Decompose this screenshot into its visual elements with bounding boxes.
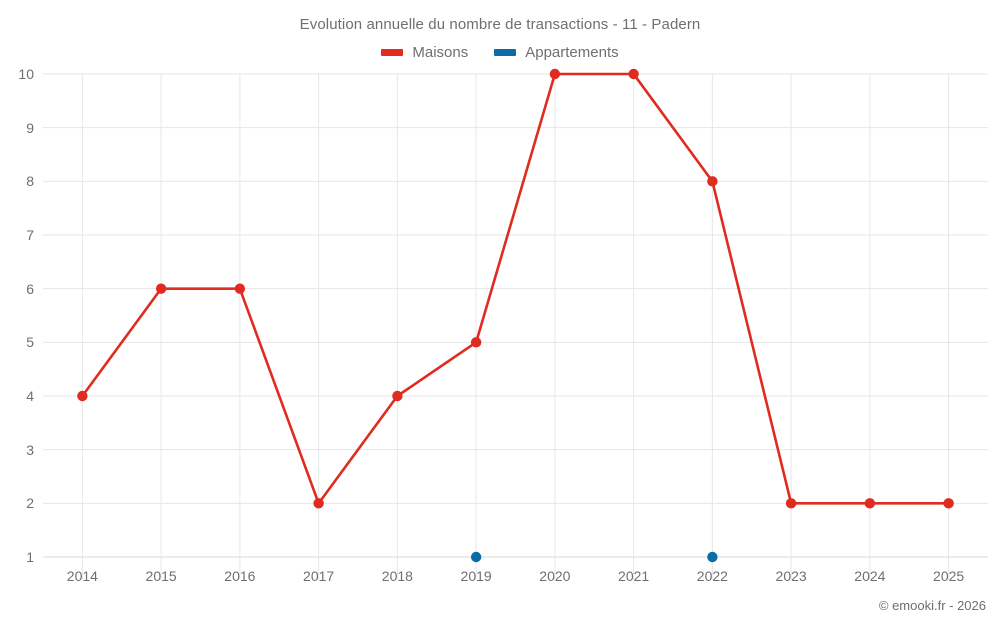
x-tick-label: 2020 (539, 568, 571, 584)
data-point-maisons[interactable] (628, 68, 639, 80)
legend-label-appartements: Appartements (525, 44, 619, 61)
data-point-maisons[interactable] (785, 498, 797, 509)
data-point-maisons[interactable] (234, 283, 246, 294)
data-series-layer (77, 68, 954, 563)
data-point-maisons[interactable] (313, 498, 324, 509)
x-tick-label: 2017 (303, 568, 335, 584)
legend-item-maisons[interactable]: Maisons (381, 44, 468, 61)
y-tick-label: 10 (18, 66, 34, 82)
y-tick-label: 3 (26, 441, 34, 458)
y-tick-label: 5 (26, 334, 34, 351)
x-tick-label: 2015 (145, 568, 177, 584)
x-tick-label: 2014 (66, 568, 98, 584)
y-tick-label: 7 (26, 227, 34, 243)
legend-swatch-appartements (494, 49, 517, 56)
data-point-maisons[interactable] (470, 337, 482, 348)
x-tick-label: 2018 (381, 568, 413, 584)
y-tick-label: 1 (26, 549, 34, 565)
y-tick-label: 6 (26, 280, 34, 297)
x-tick-label: 2016 (224, 568, 256, 584)
data-point-maisons[interactable] (864, 498, 876, 509)
x-tick-label: 2022 (696, 568, 728, 584)
credits-text: © emooki.fr - 2026 (878, 598, 986, 613)
grid-lines (43, 73, 988, 580)
x-tick-label: 2021 (618, 568, 650, 584)
legend-item-appartements[interactable]: Appartements (494, 44, 619, 61)
data-point-maisons[interactable] (943, 498, 954, 509)
x-tick-label: 2019 (460, 568, 492, 584)
data-point-maisons[interactable] (707, 176, 718, 187)
chart-title: Evolution annuelle du nombre de transact… (299, 16, 701, 33)
data-point-maisons[interactable] (77, 390, 88, 402)
data-point-appartements[interactable] (470, 551, 482, 563)
x-tick-label: 2025 (933, 568, 965, 584)
data-point-appartements[interactable] (707, 551, 718, 563)
data-point-maisons[interactable] (549, 68, 561, 80)
y-tick-label: 8 (26, 173, 34, 190)
y-tick-label: 9 (26, 119, 34, 136)
y-tick-label: 2 (26, 495, 34, 512)
data-point-maisons[interactable] (392, 390, 403, 402)
series-line-maisons (81, 72, 950, 505)
chart-legend: Maisons Appartements (0, 44, 1000, 61)
legend-label-maisons: Maisons (412, 44, 469, 61)
y-tick-label: 4 (26, 388, 34, 404)
x-tick-label: 2023 (775, 568, 807, 584)
legend-swatch-maisons (381, 49, 404, 56)
data-point-maisons[interactable] (155, 283, 167, 294)
x-tick-label: 2024 (854, 568, 886, 584)
